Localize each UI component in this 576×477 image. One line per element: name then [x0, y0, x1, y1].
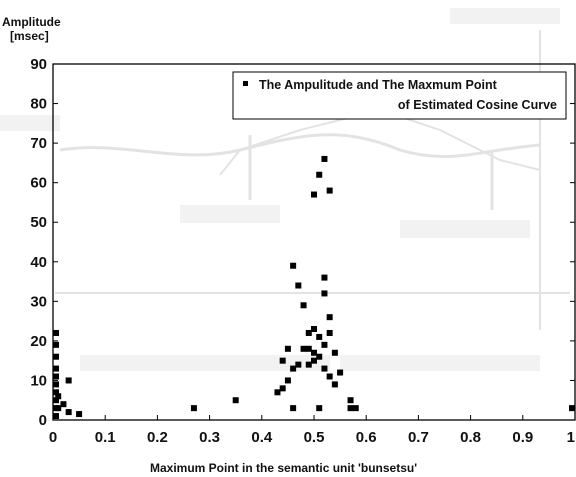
data-point: [65, 377, 72, 384]
y-tick-label: 60: [30, 175, 47, 192]
data-point: [53, 397, 59, 404]
x-tick-label: 0.2: [147, 429, 168, 446]
x-tick-label: 1: [567, 429, 575, 446]
data-point: [295, 282, 302, 289]
data-point: [321, 155, 328, 162]
background-ghost-figure: [0, 8, 570, 371]
y-tick-label: 20: [30, 333, 47, 350]
x-axis-title: Maximum Point in the semantic unit 'buns…: [150, 461, 417, 475]
data-point: [65, 409, 72, 416]
data-point: [290, 365, 297, 372]
y-tick-label: 40: [30, 254, 47, 271]
x-tick-label: 0: [49, 429, 57, 446]
data-point: [316, 171, 323, 178]
x-tick-label: 0.6: [356, 429, 377, 446]
data-point: [321, 274, 328, 281]
data-point: [53, 381, 59, 388]
data-point: [53, 389, 59, 396]
data-point: [305, 361, 312, 368]
data-point: [279, 357, 286, 364]
data-point: [279, 385, 286, 392]
data-point: [331, 381, 338, 388]
x-tick-label: 0.8: [460, 429, 481, 446]
data-point: [326, 187, 333, 194]
x-tick-label: 0.1: [95, 429, 116, 446]
data-point: [284, 345, 291, 352]
x-tick-label: 0.7: [408, 429, 429, 446]
data-point: [347, 397, 354, 404]
legend-label-line2: of Estimated Cosine Curve: [398, 98, 557, 112]
x-axis-ticks: 0 0.1 0.2 0.3 0.4 0.5 0.6 0.7 0.8 0.9 1: [49, 415, 576, 446]
y-axis-title-line1: Amplitude: [2, 15, 61, 29]
data-point: [290, 405, 297, 412]
x-tick-label: 0.3: [199, 429, 220, 446]
y-tick-label: 80: [30, 96, 47, 113]
data-point: [331, 349, 338, 356]
data-point: [321, 290, 328, 297]
x-tick-label: 0.9: [512, 429, 533, 446]
y-tick-label: 10: [30, 372, 47, 389]
data-point: [321, 365, 328, 372]
legend-marker: [243, 81, 248, 86]
data-point: [274, 389, 281, 396]
y-tick-label: 0: [39, 412, 47, 429]
data-point: [60, 401, 67, 408]
data-point: [53, 413, 59, 420]
data-point: [347, 405, 354, 412]
data-point: [352, 405, 359, 412]
data-point: [305, 345, 312, 352]
data-point: [53, 373, 59, 380]
data-point: [316, 405, 323, 412]
legend-box: [232, 71, 567, 120]
y-axis-ticks: 0 10 20 30 40 50 60 70 80 90: [30, 56, 575, 429]
y-axis-title-line2: [msec]: [10, 29, 49, 43]
data-point: [284, 377, 291, 384]
data-point: [190, 405, 197, 412]
data-point: [53, 365, 59, 372]
data-point: [290, 262, 297, 269]
x-tick-label: 0.5: [304, 429, 325, 446]
legend: The Ampulitude and The Maxmum Point of E…: [232, 71, 567, 120]
data-point: [232, 397, 239, 404]
data-point: [55, 393, 62, 400]
data-point: [53, 353, 59, 360]
data-point: [53, 341, 59, 348]
data-point: [55, 405, 62, 412]
data-point: [326, 373, 333, 380]
y-tick-label: 50: [30, 214, 47, 231]
data-point: [311, 357, 317, 364]
data-point: [326, 314, 333, 321]
data-point: [76, 411, 83, 418]
data-point: [321, 341, 328, 348]
x-tick-label: 0.4: [251, 429, 273, 446]
data-point: [311, 349, 317, 356]
data-points: [53, 155, 575, 420]
data-point: [300, 302, 307, 309]
data-point: [295, 361, 302, 368]
data-point: [337, 369, 344, 376]
data-point: [316, 353, 323, 360]
data-point: [316, 333, 323, 340]
legend-label-line1: The Ampulitude and The Maxmum Point: [259, 78, 498, 92]
y-tick-label: 30: [30, 293, 47, 310]
y-tick-label: 70: [30, 135, 47, 152]
data-point: [569, 405, 575, 412]
data-point: [300, 345, 307, 352]
data-point: [53, 329, 59, 336]
data-point: [305, 329, 312, 336]
data-point: [311, 326, 317, 333]
data-point: [326, 329, 333, 336]
y-tick-label: 90: [30, 56, 47, 73]
data-point: [311, 191, 317, 198]
